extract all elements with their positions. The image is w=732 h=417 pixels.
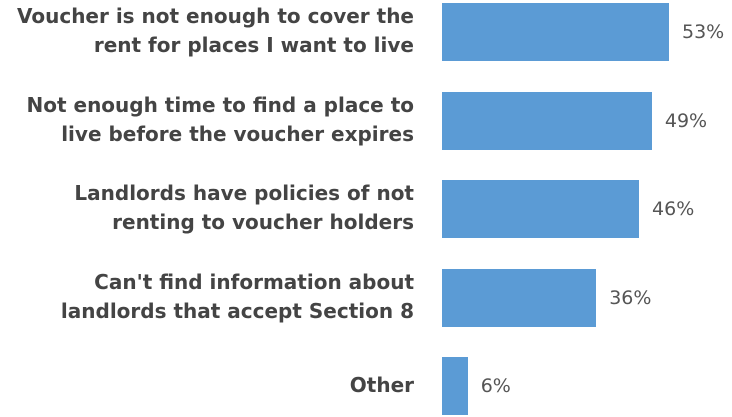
bar [442, 180, 640, 238]
value-label: 49% [664, 110, 708, 132]
value-label: 36% [609, 287, 652, 309]
bar [442, 269, 597, 327]
category-label: Voucher is not enough to cover the rent … [16, 4, 414, 57]
bar [442, 92, 652, 150]
value-label: 6% [480, 375, 511, 397]
category-label: Landlords have policies of not renting t… [74, 181, 414, 234]
category-label: Other [349, 372, 414, 397]
value-label: 46% [652, 198, 695, 220]
bar [442, 3, 669, 61]
category-label: Not enough time to find a place to live … [26, 93, 415, 146]
bar [442, 357, 468, 415]
value-label: 53% [682, 21, 725, 43]
category-label: Can't find information about landlords t… [60, 270, 414, 323]
